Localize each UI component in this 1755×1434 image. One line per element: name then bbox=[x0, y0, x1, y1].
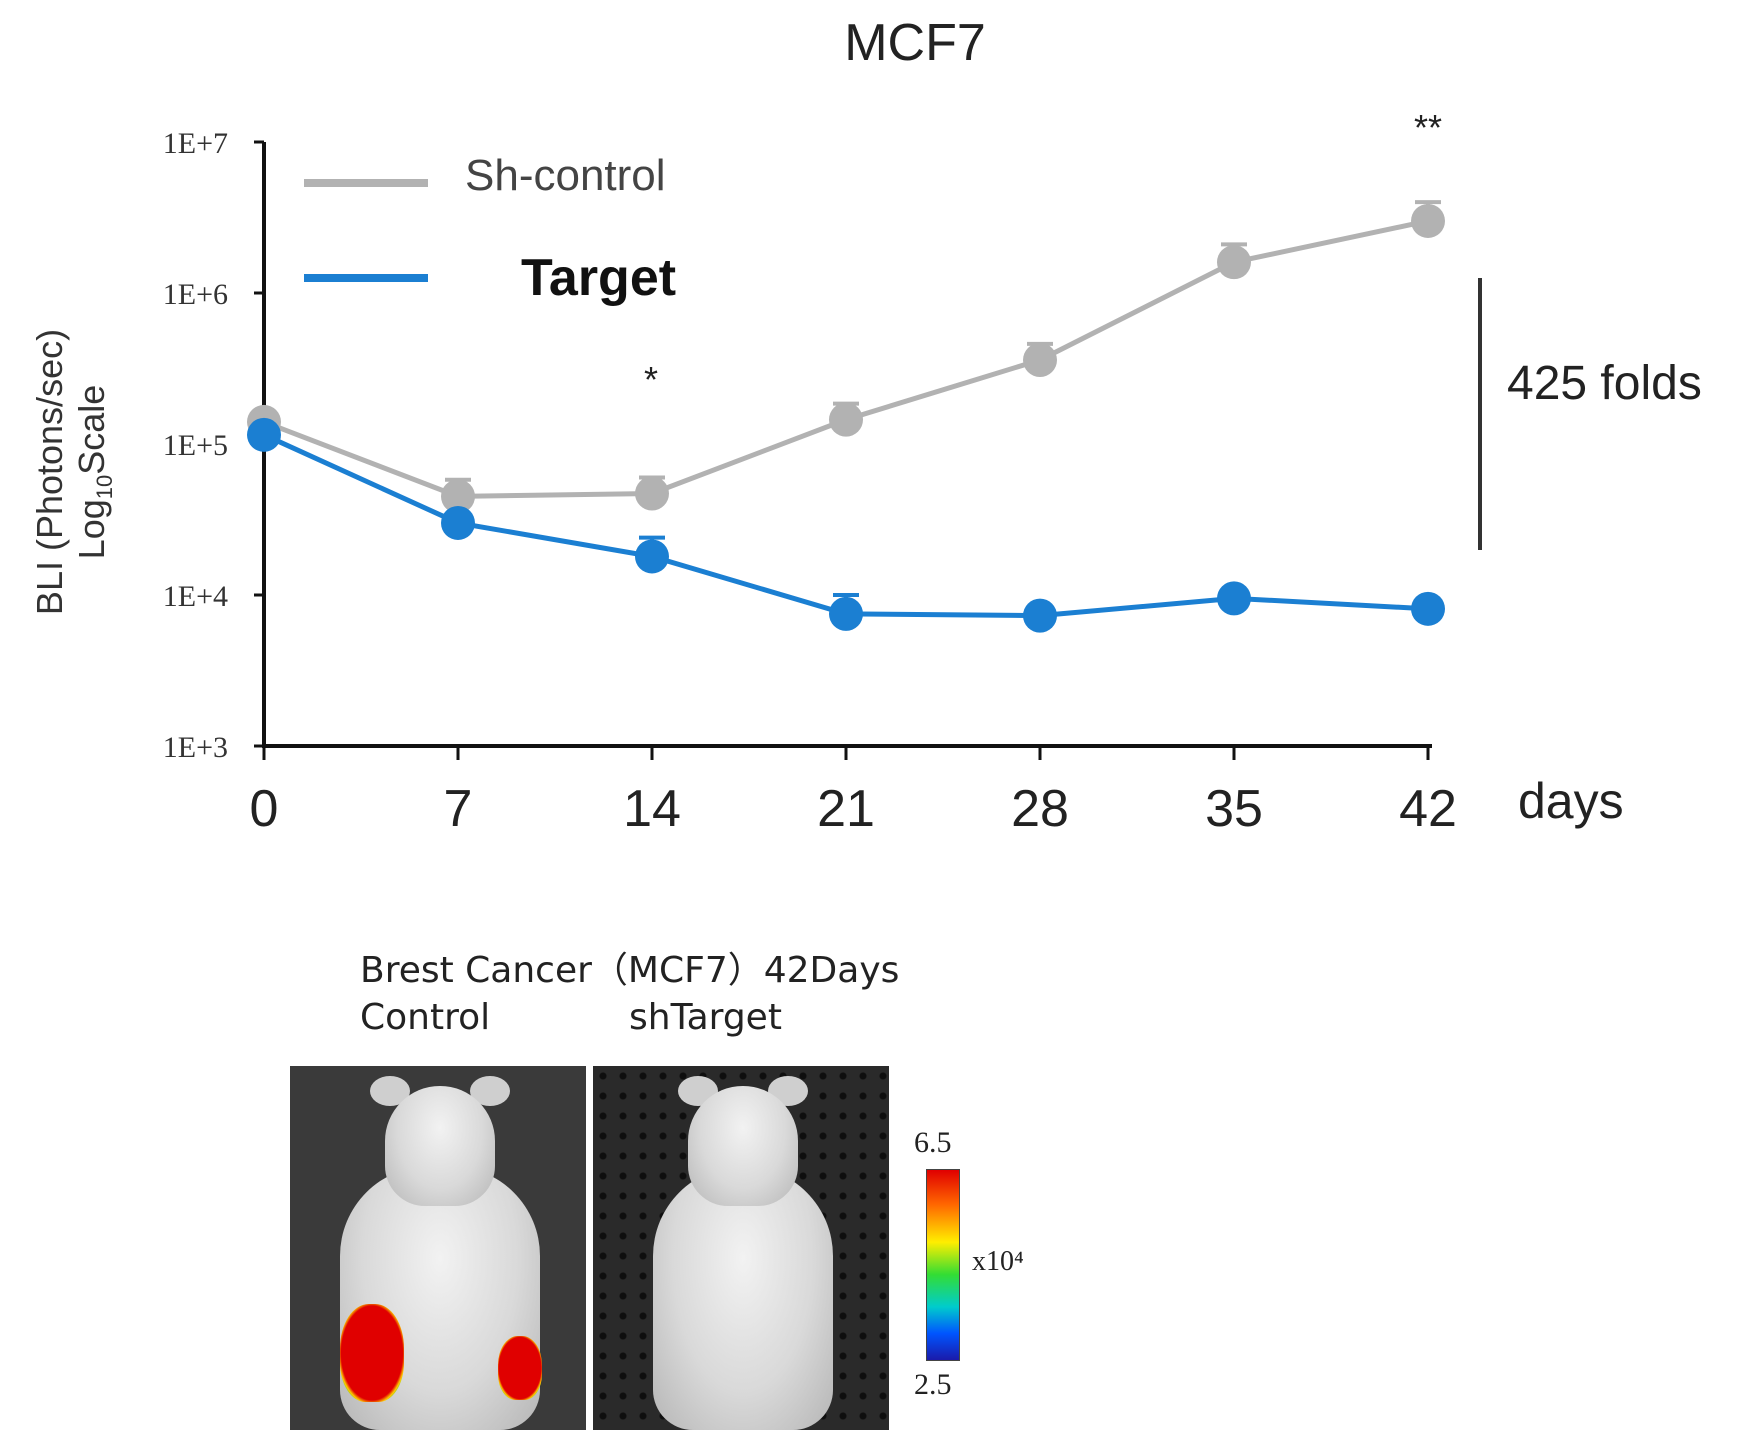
y-tick-label: 1E+3 bbox=[163, 731, 228, 764]
control-mouse-image bbox=[290, 1066, 586, 1430]
x-tick-label: 0 bbox=[250, 780, 279, 838]
data-point bbox=[1411, 591, 1445, 626]
data-point bbox=[635, 476, 669, 511]
legend-label-sh-control: Sh-control bbox=[465, 151, 666, 200]
colorbar-unit-label: x10⁴ bbox=[972, 1246, 1024, 1277]
y-axis-label-log: Log bbox=[71, 499, 112, 559]
x-tick-label: 42 bbox=[1399, 780, 1457, 838]
series-sh-control bbox=[247, 200, 1445, 514]
legend: Sh-control Target bbox=[304, 151, 676, 307]
fold-change-label: 425 folds bbox=[1507, 357, 1702, 410]
significance-star-day14: * bbox=[644, 359, 658, 400]
mouse-body bbox=[653, 1166, 833, 1430]
chart-title: MCF7 bbox=[844, 14, 986, 72]
tumor-signal-left bbox=[340, 1304, 404, 1402]
caption-control: Control bbox=[360, 997, 491, 1038]
x-axis-label: days bbox=[1518, 773, 1624, 829]
data-point bbox=[1023, 598, 1057, 633]
significance-stars-day42: ** bbox=[1414, 107, 1442, 148]
panel-divider bbox=[586, 1066, 593, 1430]
x-ticks: 0 7 14 21 28 35 42 bbox=[250, 746, 1457, 838]
legend-label-target: Target bbox=[521, 249, 676, 307]
data-point bbox=[829, 596, 863, 631]
y-tick-label: 1E+7 bbox=[163, 127, 228, 160]
figure-caption-title: Brest Cancer（MCF7）42Days bbox=[360, 950, 900, 991]
y-tick-label: 1E+4 bbox=[163, 580, 228, 613]
series-line bbox=[263, 218, 1429, 499]
x-tick-label: 28 bbox=[1011, 780, 1069, 838]
data-point bbox=[441, 505, 475, 540]
colorbar-min-label: 2.5 bbox=[914, 1368, 952, 1401]
data-point bbox=[1217, 581, 1251, 616]
colorbar-max-label: 6.5 bbox=[914, 1126, 952, 1159]
y-ticks: 1E+3 1E+4 1E+5 1E+6 1E+7 bbox=[163, 127, 264, 764]
series-target bbox=[247, 417, 1445, 633]
x-tick-label: 14 bbox=[623, 780, 681, 838]
shtarget-mouse-image bbox=[593, 1066, 889, 1430]
data-point bbox=[1023, 342, 1057, 377]
data-point bbox=[441, 479, 475, 514]
data-point bbox=[1411, 203, 1445, 238]
y-tick-label: 1E+6 bbox=[163, 278, 228, 311]
colorbar bbox=[926, 1169, 960, 1361]
x-tick-label: 35 bbox=[1205, 780, 1263, 838]
data-point bbox=[247, 417, 281, 452]
y-tick-label: 1E+5 bbox=[163, 429, 228, 462]
series-line bbox=[262, 432, 1429, 619]
x-tick-label: 21 bbox=[817, 780, 875, 838]
y-axis-label-scale: Scale bbox=[71, 385, 112, 475]
mouse-head bbox=[688, 1086, 798, 1206]
y-axis-label-line1: BLI (Photons/sec) bbox=[29, 329, 70, 615]
data-point bbox=[635, 539, 669, 574]
y-axis-label-line2: Log10Scale bbox=[71, 385, 117, 560]
data-point bbox=[1217, 245, 1251, 280]
series-layer bbox=[247, 200, 1445, 633]
tumor-signal-right bbox=[498, 1336, 542, 1400]
data-point bbox=[829, 402, 863, 437]
caption-shtarget: shTarget bbox=[629, 997, 782, 1038]
mouse-head bbox=[385, 1086, 495, 1206]
bli-line-chart: MCF7 BLI (Photons/sec) Log10Scale 1E+31E… bbox=[29, 14, 1702, 838]
y-axis-label: BLI (Photons/sec) Log10Scale bbox=[29, 329, 117, 615]
x-tick-label: 7 bbox=[444, 780, 473, 838]
y-axis-label-subscript: 10 bbox=[92, 475, 117, 499]
